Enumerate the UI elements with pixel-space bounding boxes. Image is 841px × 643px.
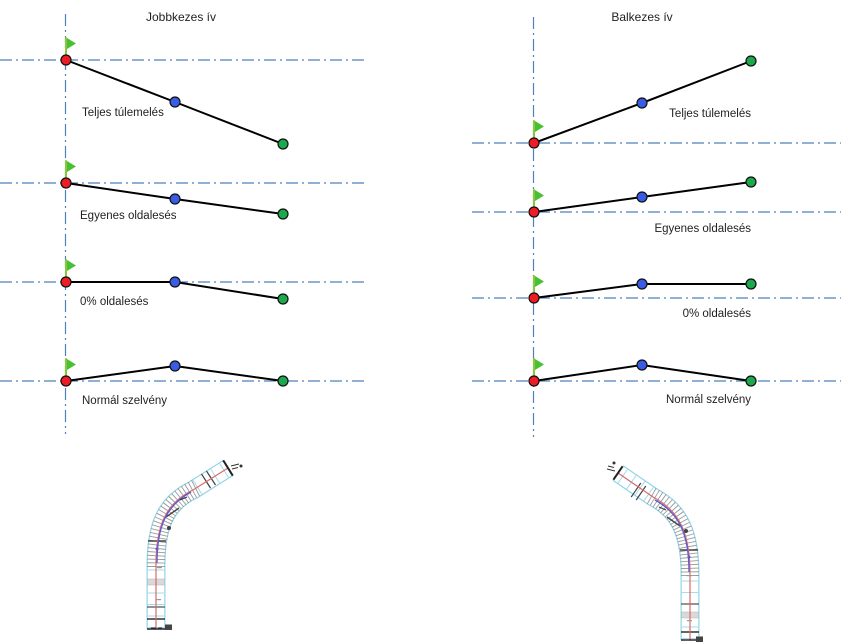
road-transition-line: [156, 491, 192, 564]
start-point: [528, 137, 540, 149]
road-transition-line: [654, 499, 690, 573]
end-point: [277, 293, 289, 305]
right-diagram-title: Balkezes ív: [611, 10, 672, 24]
road-end-face: [222, 459, 234, 477]
road-dark-tick: [666, 516, 681, 527]
flag-icon: [533, 120, 544, 140]
mid-point: [636, 359, 648, 371]
flag-icon: [65, 259, 76, 279]
mid-point: [636, 278, 648, 290]
road-centerline: [155, 467, 229, 629]
road-plan-right: [606, 461, 703, 642]
start-point: [60, 54, 72, 66]
profile-label: 0% oldalesés: [683, 308, 752, 320]
road-station-mark: [179, 496, 188, 501]
start-point: [60, 276, 72, 288]
road-dark-tick: [630, 482, 642, 498]
road-band-interior: [147, 461, 233, 629]
flag-pennant: [67, 161, 76, 172]
start-point: [528, 292, 540, 304]
left-profile-full-superelevation: Teljes túlemelés: [0, 37, 364, 150]
left-profile-normal-section: Normál szelvény: [0, 358, 364, 407]
road-tiny-text-mark: [687, 620, 692, 622]
road-station-mark: [658, 506, 667, 511]
road-end-label-block: [165, 624, 172, 630]
profile-label: Egyenes oldalesés: [80, 210, 177, 222]
mid-point: [169, 360, 181, 372]
mid-point: [169, 276, 181, 288]
road-end-label-block: [696, 636, 703, 642]
profile-label: Teljes túlemelés: [669, 108, 751, 120]
road-end-label-mark: [230, 463, 240, 470]
road-station-dot: [167, 526, 171, 530]
end-point: [277, 375, 289, 387]
flag-pennant: [535, 190, 544, 201]
road-station-dot: [684, 529, 688, 533]
right-profile-normal-section: Normál szelvény: [472, 358, 841, 406]
flag-icon: [533, 275, 544, 295]
road-end-label-dot: [612, 461, 616, 465]
end-point: [277, 138, 289, 150]
right-profile-full-superelevation: Teljes túlemelés: [472, 55, 841, 149]
road-end-label-dot: [239, 464, 243, 468]
flag-icon: [65, 358, 76, 378]
flag-pennant: [67, 359, 76, 370]
flag-icon: [533, 189, 544, 209]
mid-point: [636, 191, 648, 203]
end-point: [745, 375, 757, 387]
road-dark-tick: [635, 485, 647, 501]
flag-pennant: [535, 359, 544, 370]
road-dark-tick: [200, 473, 212, 489]
road-tiny-text-mark: [687, 575, 692, 577]
left-profile-straight-crossfall: Egyenes oldalesés: [0, 160, 364, 222]
end-point: [745, 176, 757, 188]
end-point: [745, 55, 757, 67]
profile-label: Normál szelvény: [82, 395, 167, 407]
right-profile-zero-crossfall: 0% oldalesés: [472, 275, 841, 320]
mid-point: [169, 193, 181, 205]
start-point: [528, 206, 540, 218]
road-end-label-mark: [606, 465, 616, 472]
road-transition-point: [155, 547, 159, 551]
start-point: [60, 375, 72, 387]
road-transition-point: [687, 555, 691, 559]
profile-label: 0% oldalesés: [80, 296, 149, 308]
road-dark-tick: [165, 507, 180, 518]
road-tiny-text-mark: [156, 599, 161, 601]
start-point: [528, 375, 540, 387]
end-point: [745, 278, 757, 290]
profile-label: Teljes túlemelés: [82, 107, 164, 119]
road-end-face: [612, 465, 624, 481]
flag-icon: [65, 37, 76, 57]
flag-icon: [65, 160, 76, 180]
flag-pennant: [535, 276, 544, 287]
left-diagram-title: Jobbkezes ív: [146, 10, 216, 24]
end-point: [277, 208, 289, 220]
right-profile-straight-crossfall: Egyenes oldalesés: [472, 176, 841, 235]
right-diagram: Balkezes ív Teljes túlemelés: [472, 10, 841, 437]
flag-pennant: [67, 260, 76, 271]
mid-point: [169, 96, 181, 108]
flag-pennant: [67, 38, 76, 49]
flag-icon: [533, 358, 544, 378]
start-point: [60, 177, 72, 189]
profile-label: Normál szelvény: [666, 394, 751, 406]
road-centerline: [617, 472, 691, 640]
mid-point: [636, 97, 648, 109]
profile-label: Egyenes oldalesés: [654, 223, 751, 235]
left-diagram: Jobbkezes ív Teljes túlemelés: [0, 10, 364, 434]
left-profile-zero-crossfall: 0% oldalesés: [0, 259, 364, 308]
road-tiny-text-mark: [157, 567, 162, 569]
flag-pennant: [535, 121, 544, 132]
road-plan-left: [146, 459, 243, 630]
